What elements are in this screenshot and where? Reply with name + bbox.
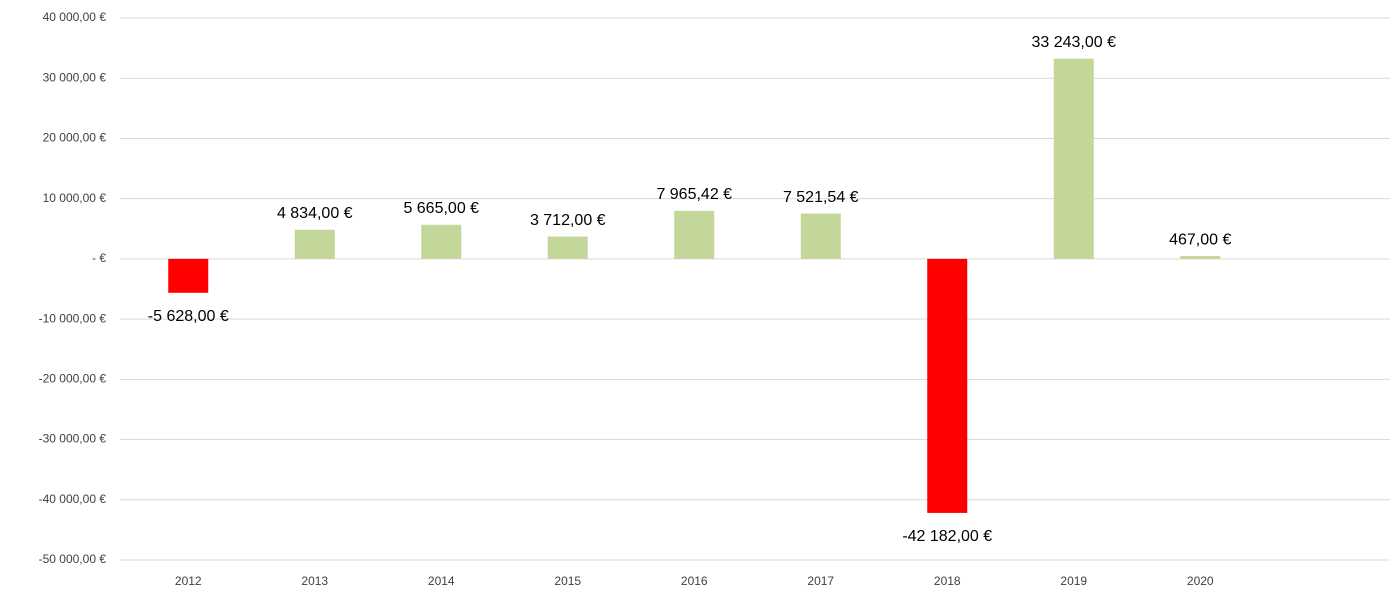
- y-tick-label: 40 000,00 €: [43, 10, 107, 24]
- bar: [294, 229, 335, 259]
- x-tick-label: 2015: [554, 574, 581, 588]
- bar: [421, 224, 462, 259]
- value-label: 7 965,42 €: [656, 186, 732, 203]
- value-label: 3 712,00 €: [530, 212, 606, 229]
- value-label: 4 834,00 €: [277, 205, 353, 222]
- y-tick-label: 20 000,00 €: [43, 131, 107, 145]
- y-tick-label: -10 000,00 €: [39, 311, 107, 325]
- bar: [927, 258, 968, 513]
- y-tick-label: - €: [92, 251, 106, 265]
- x-tick-label: 2012: [175, 574, 202, 588]
- y-tick-label: -40 000,00 €: [39, 492, 107, 506]
- x-tick-label: 2018: [934, 574, 961, 588]
- x-tick-label: 2013: [301, 574, 328, 588]
- value-label: 5 665,00 €: [403, 200, 479, 217]
- value-label: 7 521,54 €: [783, 189, 859, 206]
- y-tick-label: -20 000,00 €: [39, 372, 107, 386]
- y-tick-label: -30 000,00 €: [39, 432, 107, 446]
- x-tick-label: 2016: [681, 574, 708, 588]
- x-tick-label: 2014: [428, 574, 455, 588]
- x-tick-label: 2017: [807, 574, 834, 588]
- x-tick-label: 2019: [1060, 574, 1087, 588]
- y-tick-label: 10 000,00 €: [43, 191, 107, 205]
- bar: [1053, 58, 1094, 259]
- y-tick-label: -50 000,00 €: [39, 552, 107, 566]
- bar: [168, 258, 209, 293]
- value-label: -42 182,00 €: [902, 528, 992, 545]
- bar: [1180, 256, 1221, 259]
- bar: [547, 236, 588, 259]
- y-tick-label: 30 000,00 €: [43, 70, 107, 84]
- value-label: 33 243,00 €: [1031, 34, 1116, 51]
- x-tick-label: 2020: [1187, 574, 1214, 588]
- value-label: 467,00 €: [1169, 231, 1231, 248]
- bar: [674, 210, 715, 259]
- bar: [800, 213, 841, 259]
- value-label: -5 628,00 €: [148, 308, 229, 325]
